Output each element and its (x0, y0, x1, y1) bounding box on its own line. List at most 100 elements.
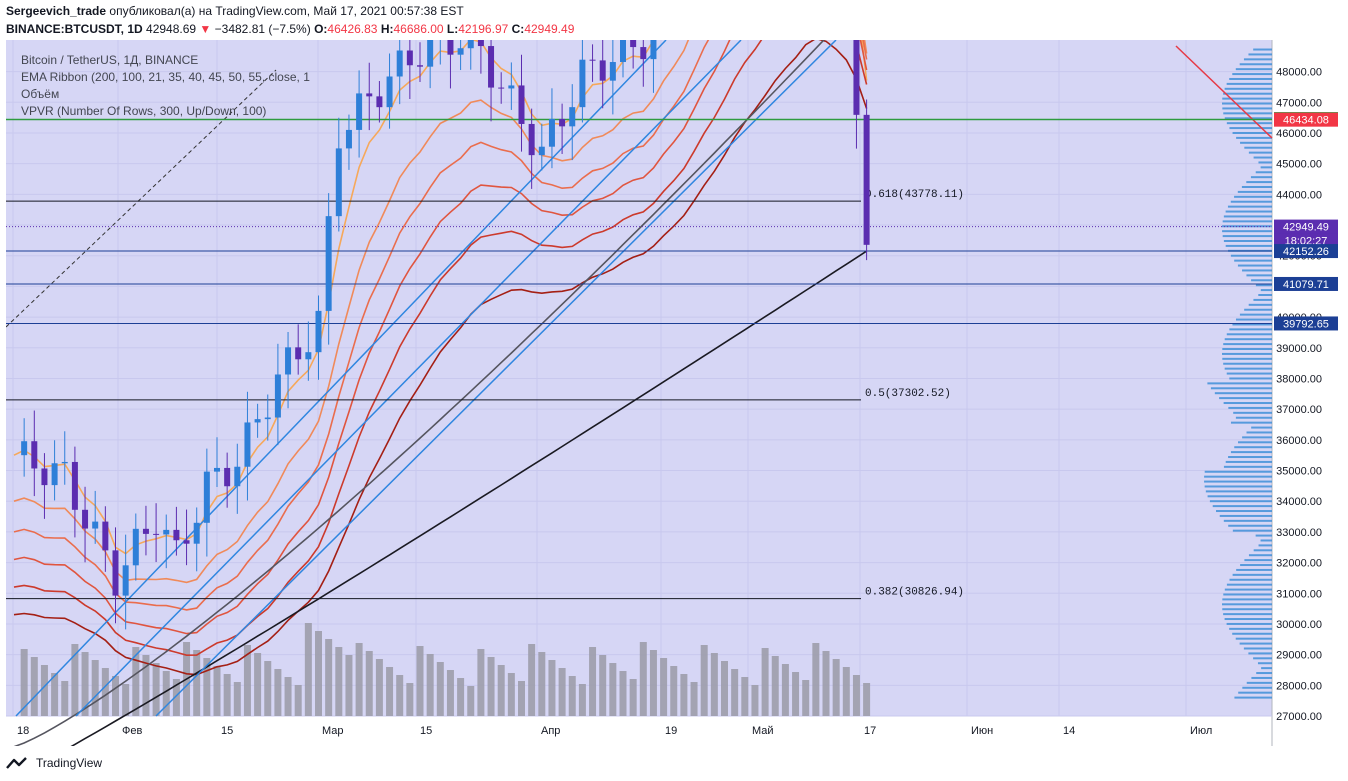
candle-body (599, 60, 606, 81)
volume-bar (660, 658, 668, 716)
vpvr-bar (1256, 672, 1272, 675)
price-badge-label: 46434.08 (1283, 115, 1329, 127)
volume-bar (40, 665, 48, 716)
change-value: −3482.81 (−7.5%) (214, 22, 311, 36)
vpvr-bar (1243, 58, 1272, 61)
price-chart[interactable]: 0.618(43778.11) 0.5(37302.52) 0.382(30826.… (6, 40, 1342, 746)
trend-lines (6, 40, 1273, 717)
vpvr-bar (1251, 676, 1272, 679)
vpvr-bar (1205, 490, 1272, 493)
volume-bar (426, 654, 434, 716)
volume-bar (568, 676, 576, 716)
volume-bar (254, 653, 262, 716)
vpvr-bar (1224, 117, 1272, 120)
candle-body (203, 471, 210, 523)
time-tick-label: Июн (971, 725, 993, 737)
vpvr-bar (1227, 205, 1272, 208)
chart-container[interactable]: 0.618(43778.11) 0.5(37302.52) 0.382(30826.… (6, 40, 1342, 746)
candle-body (224, 467, 231, 487)
volume-bar (457, 678, 465, 716)
volume-bar (802, 680, 810, 716)
vpvr-bar (1258, 294, 1272, 297)
vpvr-bar (1235, 416, 1272, 419)
vpvr-bar (1222, 230, 1272, 233)
volume-bar (30, 657, 38, 716)
vpvr-bar (1204, 480, 1272, 483)
vpvr-bar (1222, 348, 1272, 351)
vpvr-bar (1242, 436, 1272, 439)
volume-bar (81, 652, 89, 716)
legend-ema[interactable]: EMA Ribbon (200, 100, 21, 35, 40, 45, 50… (21, 70, 310, 84)
vpvr-bar (1232, 573, 1272, 576)
volume-bar (294, 685, 302, 716)
volume-bar (609, 663, 617, 716)
vpvr-bar (1258, 161, 1272, 164)
candle-body (863, 114, 870, 245)
chart-header: Sergeevich_trade опубликовал(а) на Tradi… (0, 0, 1348, 40)
price-badge (1274, 244, 1338, 259)
vpvr-bar (1235, 68, 1272, 71)
open-label: O: (314, 22, 328, 36)
price-badge-label: 39792.65 (1283, 318, 1329, 330)
volume-bar (670, 666, 678, 716)
vpvr-bar (1204, 470, 1272, 473)
time-tick-label: Июл (1190, 725, 1212, 737)
vpvr-bar (1229, 578, 1272, 581)
vpvr-bar (1226, 622, 1272, 625)
open-value: 46426.83 (327, 22, 378, 36)
vpvr-bar (1235, 637, 1272, 640)
volume-bar (852, 675, 860, 716)
price-tick-label: 27000.00 (1276, 711, 1322, 723)
volume-bar (142, 655, 150, 716)
candle-body (366, 93, 373, 97)
vpvr-bar (1230, 200, 1272, 203)
candle-body (477, 40, 484, 47)
red-trend-line (1175, 45, 1273, 139)
legend-title: Bitcoin / TetherUS, 1Д, BINANCE (21, 53, 199, 67)
candle-body (427, 40, 434, 67)
low-value: 42196.97 (458, 22, 509, 36)
vpvr-bar (1250, 176, 1272, 179)
vpvr-bar (1229, 77, 1272, 80)
volume-bar (122, 684, 130, 716)
vpvr-bar (1234, 195, 1272, 198)
price-tick-label: 39000.00 (1276, 343, 1322, 355)
fib-label: 0.618(43778.11) (865, 189, 964, 201)
vpvr-bar (1253, 48, 1272, 51)
vpvr-bar (1232, 131, 1272, 134)
price-badge (1274, 276, 1338, 291)
vpvr-bar (1225, 210, 1272, 213)
volume-bar (507, 673, 515, 716)
candle-body (467, 40, 474, 49)
volume-bar (132, 647, 140, 716)
candle-body (457, 48, 464, 55)
ema-line (13, 40, 868, 676)
vpvr-bar (1239, 63, 1272, 66)
footer-brand[interactable]: TradingView (36, 756, 103, 770)
price-badge-label: 42152.26 (1283, 246, 1329, 258)
author-name[interactable]: Sergeevich_trade (6, 4, 107, 18)
candle-body (325, 216, 332, 311)
legend-volume[interactable]: Объём (21, 87, 60, 101)
vpvr-bar (1228, 406, 1272, 409)
volume-bar (761, 648, 769, 716)
volume-profile (1204, 48, 1272, 699)
candle-body (92, 521, 99, 529)
volume-bar (781, 664, 789, 716)
time-tick-label: 18 (17, 725, 29, 737)
volume-bar (487, 657, 495, 716)
volume-bar (558, 668, 566, 716)
candle-body (335, 148, 342, 217)
time-tick-label: Апр (541, 725, 560, 737)
vpvr-bar (1237, 264, 1272, 267)
vpvr-bar (1224, 588, 1272, 591)
volume-bar (162, 671, 170, 716)
vpvr-bar (1230, 421, 1272, 424)
volume-bar (528, 644, 536, 716)
vpvr-bar (1212, 505, 1272, 508)
vpvr-bar (1248, 151, 1272, 154)
price-tick-label: 32000.00 (1276, 558, 1322, 570)
legend-vpvr[interactable]: VPVR (Number Of Rows, 300, Up/Down, 100) (21, 104, 267, 118)
price-badge-label: 41079.71 (1283, 279, 1329, 291)
vpvr-bar (1248, 652, 1272, 655)
